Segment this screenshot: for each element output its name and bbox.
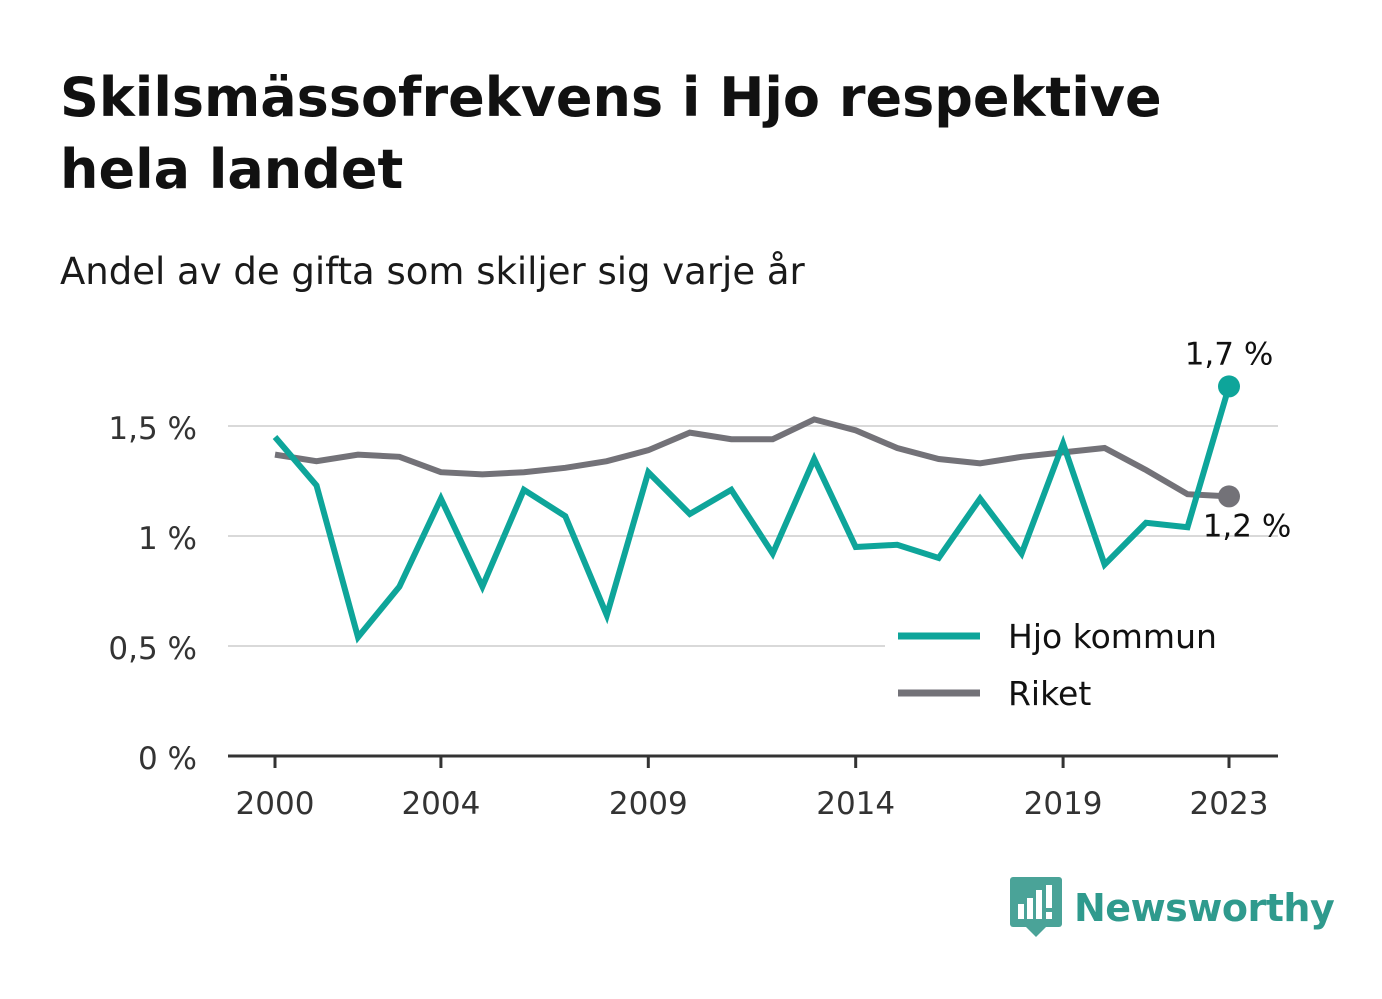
end-point-riket xyxy=(1218,485,1240,508)
x-tick-label: 2004 xyxy=(401,786,480,822)
legend-label: Hjo kommun xyxy=(1008,617,1217,656)
x-tick-label: 2009 xyxy=(609,786,688,822)
end-label-hjo-kommun: 1,7 % xyxy=(1185,336,1274,372)
chart-title: Skilsmässofrekvens i Hjo respektive hela… xyxy=(60,66,1162,201)
series-line-riket xyxy=(274,416,1230,500)
series-line-hjo-kommun xyxy=(272,385,1232,644)
line-chart: 0 % 0,5 % 1 % 1,5 % 2000 2004 2009 2014 2019 2023… xyxy=(108,336,1292,822)
brand: Newsworthy xyxy=(1010,877,1335,938)
legend-background xyxy=(885,612,1280,722)
legend-label: Riket xyxy=(1008,674,1091,713)
y-tick-label: 1 % xyxy=(138,521,197,557)
x-tick-label: 2019 xyxy=(1024,786,1103,822)
y-tick-label: 0,5 % xyxy=(108,631,197,667)
end-point-hjo-kommun xyxy=(1218,375,1240,398)
end-label-riket: 1,2 % xyxy=(1203,508,1292,544)
brand-name: Newsworthy xyxy=(1074,886,1335,930)
x-tick-label: 2014 xyxy=(816,786,895,822)
x-tick-label: 2023 xyxy=(1190,786,1269,822)
chart-subtitle: Andel av de gifta som skiljer sig varje … xyxy=(60,250,805,293)
y-tick-label: 1,5 % xyxy=(108,411,197,447)
newsworthy-logo-icon xyxy=(1010,877,1062,937)
y-tick-label: 0 % xyxy=(138,741,197,777)
x-tick-label: 2000 xyxy=(236,786,315,822)
